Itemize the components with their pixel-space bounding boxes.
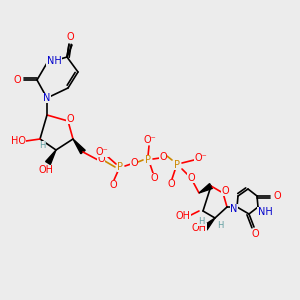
Text: NH: NH [258, 207, 272, 217]
Text: O: O [167, 179, 175, 189]
Text: OH: OH [176, 211, 190, 221]
Polygon shape [199, 184, 212, 193]
Polygon shape [73, 139, 85, 154]
Text: O: O [221, 186, 229, 196]
Text: H: H [217, 221, 223, 230]
Text: OH: OH [191, 223, 206, 233]
Polygon shape [46, 150, 56, 164]
Text: O⁻: O⁻ [195, 153, 207, 163]
Text: O: O [109, 180, 117, 190]
Text: O: O [251, 229, 259, 239]
Text: H: H [39, 142, 45, 151]
Text: O: O [273, 191, 281, 201]
Text: H: H [198, 217, 204, 226]
Text: O: O [66, 32, 74, 42]
Text: OH: OH [38, 165, 53, 175]
Text: O⁻: O⁻ [96, 147, 108, 157]
Text: HO: HO [11, 136, 26, 146]
Text: O: O [187, 173, 195, 183]
Text: O⁻: O⁻ [144, 135, 156, 145]
Text: P: P [174, 160, 180, 170]
Text: N: N [43, 93, 51, 103]
Text: O: O [159, 152, 167, 162]
Text: N: N [230, 204, 238, 214]
Text: O: O [97, 154, 105, 164]
Text: NH: NH [46, 56, 62, 66]
Text: O: O [66, 114, 74, 124]
Text: O: O [150, 173, 158, 183]
Text: O: O [130, 158, 138, 168]
Text: P: P [117, 162, 123, 172]
Text: O: O [13, 75, 21, 85]
Text: P: P [145, 155, 151, 165]
Polygon shape [203, 218, 215, 230]
